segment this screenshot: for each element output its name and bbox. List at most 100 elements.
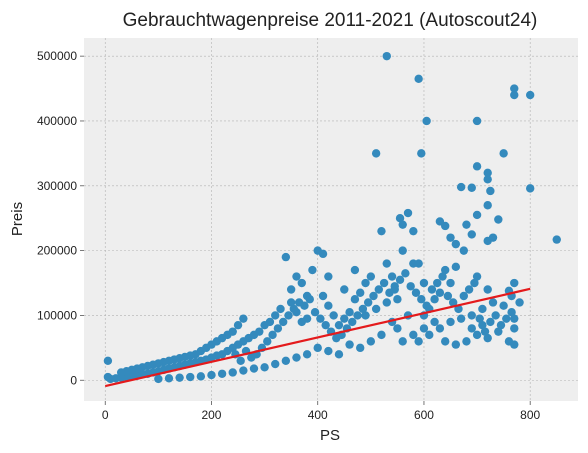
scatter-point	[441, 265, 450, 275]
y-ticks: 0 100000 200000 300000 400000 500000	[37, 49, 84, 387]
scatter-point	[462, 220, 471, 229]
scatter-point	[186, 372, 195, 382]
scatter-point	[467, 311, 476, 320]
y-tick-label: 100000	[37, 308, 77, 322]
scatter-point	[207, 370, 216, 380]
scatter-point	[409, 330, 418, 340]
x-tick-label: 200	[201, 408, 221, 422]
scatter-point	[430, 317, 439, 327]
scatter-point	[366, 272, 376, 281]
scatter-point	[318, 291, 328, 301]
scatter-point	[446, 278, 455, 288]
scatter-point	[464, 285, 474, 294]
scatter-point	[401, 269, 410, 278]
scatter-point	[363, 298, 373, 307]
scatter-point	[552, 235, 561, 244]
scatter-point	[525, 90, 535, 100]
regression-line	[105, 287, 531, 388]
scatter-point	[334, 320, 344, 330]
grid-lines	[84, 38, 578, 401]
scatter-point	[196, 372, 206, 381]
scatter-point	[390, 282, 399, 291]
scatter-point	[353, 311, 362, 320]
scatter-point	[379, 278, 389, 288]
y-axis-label: Preis	[9, 202, 26, 236]
scatter-point	[425, 330, 434, 340]
scatter-point	[483, 168, 492, 178]
scatter-point	[292, 272, 301, 281]
scatter-point	[478, 304, 487, 314]
scatter-point	[483, 285, 492, 294]
scatter-point	[486, 186, 495, 196]
scatter-point	[427, 285, 437, 294]
scatter-point	[472, 116, 482, 126]
scatter-point	[350, 265, 360, 275]
scatter-points	[103, 51, 561, 384]
scatter-point	[271, 311, 280, 320]
scatter-point	[292, 353, 301, 362]
scatter-point	[510, 84, 519, 93]
scatter-point	[305, 295, 314, 304]
scatter-point	[467, 230, 476, 239]
scatter-point	[478, 320, 487, 330]
scatter-point	[448, 298, 458, 307]
scatter-point	[345, 340, 354, 349]
scatter-point	[273, 324, 283, 333]
scatter-point	[164, 374, 174, 383]
scatter-point	[414, 259, 423, 268]
scatter-point	[361, 311, 370, 320]
scatter-point	[459, 246, 468, 255]
scatter-point	[286, 298, 296, 307]
scatter-point	[318, 249, 328, 259]
scatter-point	[239, 314, 248, 323]
scatter-point	[422, 116, 431, 126]
chart-title: Gebrauchtwagenpreise 2011-2021 (Autoscou…	[123, 10, 538, 31]
x-tick-label: 600	[414, 408, 434, 422]
scatter-point	[496, 320, 506, 330]
scatter-point	[366, 337, 376, 346]
scatter-point	[236, 356, 245, 366]
scatter-point	[446, 233, 455, 242]
scatter-point	[430, 295, 439, 304]
scatter-point	[324, 301, 333, 310]
scatter-point	[435, 288, 445, 297]
scatter-point	[419, 324, 429, 333]
scatter-point	[510, 324, 519, 333]
scatter-point	[249, 364, 259, 373]
scatter-point	[228, 368, 237, 377]
scatter-point	[233, 320, 243, 330]
scatter-point	[382, 259, 391, 268]
scatter-point	[393, 295, 402, 304]
x-ticks: 0 200 400 600 800	[102, 401, 541, 422]
scatter-point	[414, 74, 423, 84]
scatter-point	[268, 330, 277, 340]
scatter-point	[515, 298, 524, 307]
y-tick-label: 400000	[37, 114, 77, 128]
scatter-point	[456, 182, 466, 192]
scatter-point	[403, 208, 413, 218]
scatter-point	[409, 226, 418, 236]
scatter-point	[499, 301, 508, 310]
scatter-point	[488, 298, 498, 307]
scatter-point	[260, 320, 269, 330]
scatter-point	[345, 307, 354, 317]
scatter-point	[398, 220, 407, 229]
scatter-point	[329, 311, 338, 320]
scatter-point	[300, 301, 309, 310]
scatter-point	[406, 282, 415, 291]
scatter-point	[417, 295, 426, 304]
scatter-point	[475, 314, 484, 323]
scatter-point	[414, 337, 423, 346]
scatter-point	[281, 252, 291, 262]
scatter-point	[340, 285, 349, 294]
x-tick-label: 400	[308, 408, 328, 422]
scatter-point	[316, 314, 325, 323]
scatter-point	[422, 301, 431, 310]
scatter-point	[395, 275, 405, 284]
scatter-point	[217, 369, 227, 378]
scatter-point	[103, 356, 113, 366]
scatter-point	[308, 265, 317, 275]
scatter-point	[334, 350, 344, 359]
plot-area	[84, 38, 578, 401]
